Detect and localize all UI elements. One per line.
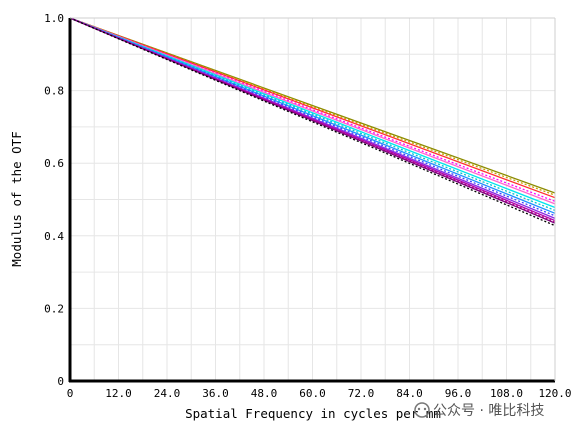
y-tick-label: 0.8 bbox=[44, 85, 64, 98]
series-lines bbox=[69, 17, 556, 227]
x-tick-label: 36.0 bbox=[202, 387, 229, 400]
series-line bbox=[69, 17, 556, 224]
series-line bbox=[69, 17, 556, 214]
x-tick-label: 0 bbox=[67, 387, 74, 400]
wechat-icon-dot bbox=[423, 407, 427, 411]
x-tick-label: 84.0 bbox=[396, 387, 423, 400]
series-line bbox=[69, 17, 556, 199]
x-tick-label: 24.0 bbox=[154, 387, 181, 400]
watermark-text: 公众号 · 唯比科技 bbox=[433, 403, 544, 419]
x-tick-label: 120.0 bbox=[538, 387, 571, 400]
series-line bbox=[69, 17, 556, 209]
y-tick-labels: 0 0.2 0.4 0.6 0.8 1.0 bbox=[44, 12, 64, 388]
x-tick-label: 72.0 bbox=[348, 387, 375, 400]
axes bbox=[68, 17, 556, 383]
y-tick-label: 0.6 bbox=[44, 157, 64, 170]
x-tick-labels: 0 12.0 24.0 36.0 48.0 60.0 72.0 84.0 96.0 108.0 12… bbox=[67, 387, 572, 400]
x-tick-label: 108.0 bbox=[490, 387, 523, 400]
y-tick-label: 1.0 bbox=[44, 12, 64, 25]
x-tick-label: 12.0 bbox=[105, 387, 132, 400]
wechat-icon-dot bbox=[417, 407, 421, 411]
x-tick-label: 48.0 bbox=[251, 387, 278, 400]
x-tick-label: 60.0 bbox=[299, 387, 326, 400]
series-line bbox=[69, 17, 556, 217]
y-tick-label: 0.2 bbox=[44, 302, 64, 315]
grid-lines bbox=[69, 17, 556, 382]
y-tick-label: 0 bbox=[57, 375, 64, 388]
y-axis-title: Modulus of the OTF bbox=[9, 131, 24, 266]
x-axis-title: Spatial Frequency in cycles per mm bbox=[185, 406, 441, 421]
x-tick-label: 96.0 bbox=[445, 387, 472, 400]
y-tick-label: 0.4 bbox=[44, 230, 64, 243]
series-line bbox=[69, 17, 556, 211]
series-line bbox=[69, 17, 556, 202]
wechat-icon bbox=[414, 402, 430, 418]
watermark: 公众号 · 唯比科技 bbox=[414, 402, 544, 419]
